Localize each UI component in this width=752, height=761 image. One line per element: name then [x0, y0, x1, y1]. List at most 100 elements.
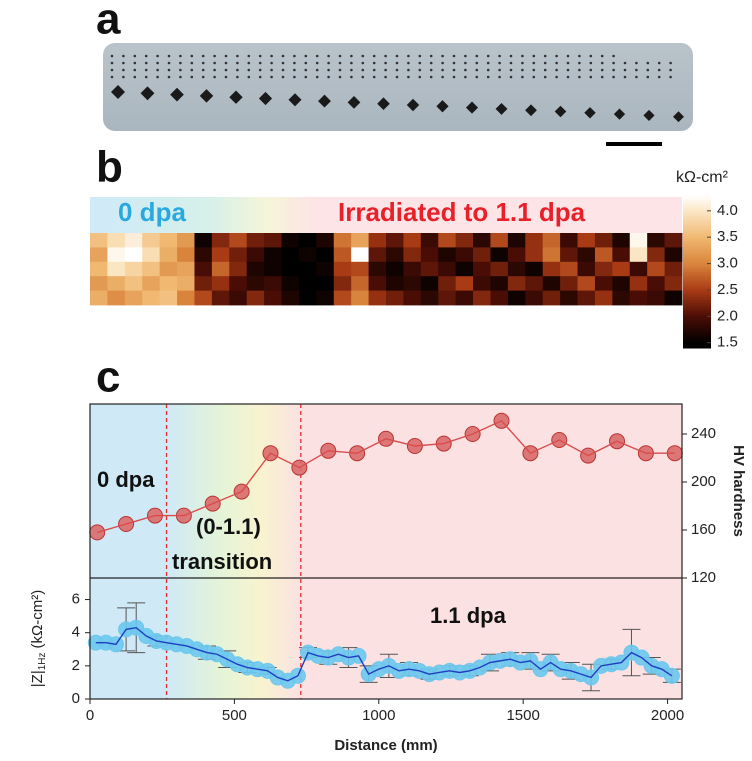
heatmap-cell: [90, 247, 108, 263]
colorbar-step: [683, 258, 711, 262]
indent-dot: [407, 68, 410, 72]
indent-dot: [555, 54, 558, 58]
heatmap-cell: [159, 276, 178, 291]
heatmap-cell: [473, 290, 491, 306]
indent-dot: [338, 75, 342, 79]
heatmap-cell: [664, 290, 683, 306]
indent-dot: [429, 54, 433, 58]
indent-dot: [452, 68, 456, 72]
indent-dot: [475, 68, 479, 72]
indent-dot: [578, 68, 581, 72]
indent-dot: [452, 61, 456, 65]
heatmap-cell: [420, 290, 439, 306]
y2-tick-label: 120: [691, 569, 716, 586]
colorbar-step: [683, 276, 711, 280]
indent-dot: [384, 54, 387, 58]
heatmap-cell: [142, 233, 161, 248]
colorbar-tick-label: 3.5: [717, 228, 738, 245]
heatmap-cell: [298, 290, 317, 306]
indent-dot: [190, 61, 194, 65]
indent-dot: [110, 54, 114, 58]
indent-dot: [635, 75, 638, 79]
heatmap-cell: [403, 276, 422, 291]
indent-dot: [509, 75, 513, 79]
indent-dot: [578, 54, 581, 58]
heatmap-cell: [298, 276, 317, 291]
indent-dot: [258, 75, 262, 79]
plot-frame: [89, 403, 683, 700]
indent-dot: [635, 68, 638, 72]
colorbar-step: [683, 248, 711, 252]
heatmap-cell: [629, 233, 648, 248]
indent-dot: [270, 75, 273, 79]
indent: [318, 94, 331, 108]
indent: [288, 93, 302, 107]
indent-dot: [213, 68, 216, 72]
indent-dot: [486, 75, 490, 79]
indent-dot: [281, 68, 285, 72]
heatmap-cell: [507, 276, 526, 291]
series-line: [97, 419, 675, 534]
indent-dot: [247, 68, 251, 72]
indent-dot: [167, 61, 171, 65]
heatmap-cell: [507, 233, 526, 248]
indent-dot: [350, 54, 353, 58]
heatmap-cell: [229, 276, 248, 291]
indent-dot: [657, 68, 661, 72]
indent: [170, 87, 184, 102]
indent-dot: [327, 75, 330, 79]
heatmap-cell: [647, 233, 665, 248]
indent-dot: [498, 75, 501, 79]
heatmap-cell: [281, 290, 300, 306]
heatmap-cell: [246, 290, 265, 306]
heatmap-cell: [525, 247, 544, 263]
colorbar-step: [683, 240, 711, 244]
heatmap-cell: [142, 276, 161, 291]
heatmap-cell: [177, 261, 195, 277]
heatmap-cell: [351, 261, 369, 277]
indent-dot: [110, 75, 114, 79]
heatmap-cell: [420, 247, 439, 263]
x-tick-label: 1000: [362, 707, 395, 724]
heatmap-cell: [612, 233, 631, 248]
indent: [436, 100, 449, 113]
colorbar-step: [683, 291, 711, 295]
heatmap-cell: [316, 233, 335, 248]
heatmap-cell: [560, 247, 578, 263]
indent-dot: [201, 75, 205, 79]
heatmap-cell: [90, 290, 108, 306]
indent-dot: [270, 61, 273, 65]
heatmap-cell: [107, 290, 126, 306]
x-axis-label: Distance (mm): [334, 737, 437, 754]
indent-dot: [441, 54, 444, 58]
indent-dot: [179, 75, 182, 79]
heatmap-cell: [542, 261, 561, 277]
heatmap-cell: [142, 247, 161, 263]
heatmap-cell: [542, 233, 561, 248]
indent-dot: [372, 54, 376, 58]
colorbar-step: [683, 228, 711, 232]
indent-dot: [612, 61, 615, 65]
indent-dot: [293, 61, 296, 65]
indent-dot: [532, 68, 536, 72]
colorbar-step: [683, 307, 711, 311]
annotation: (0-1.1): [196, 514, 261, 539]
heatmap-cell: [194, 247, 213, 263]
heatmap-cell: [177, 233, 195, 248]
colorbar-step: [683, 289, 711, 293]
colorbar-step: [683, 261, 711, 265]
heatmap-cell: [455, 276, 474, 291]
y2-tick-label: 200: [691, 473, 716, 490]
indent-dot: [156, 54, 159, 58]
heatmap-cell: [194, 290, 213, 306]
indent: [111, 85, 125, 99]
indent-dot: [600, 68, 604, 72]
heatmap-cell: [351, 276, 369, 291]
heatmap-cell: [316, 276, 335, 291]
colorbar-step: [683, 309, 711, 313]
indent-dot: [600, 61, 604, 65]
indents: [110, 54, 684, 123]
heatmap-cell: [124, 276, 143, 291]
indent-dot: [110, 61, 114, 65]
indent-dot: [509, 61, 513, 65]
